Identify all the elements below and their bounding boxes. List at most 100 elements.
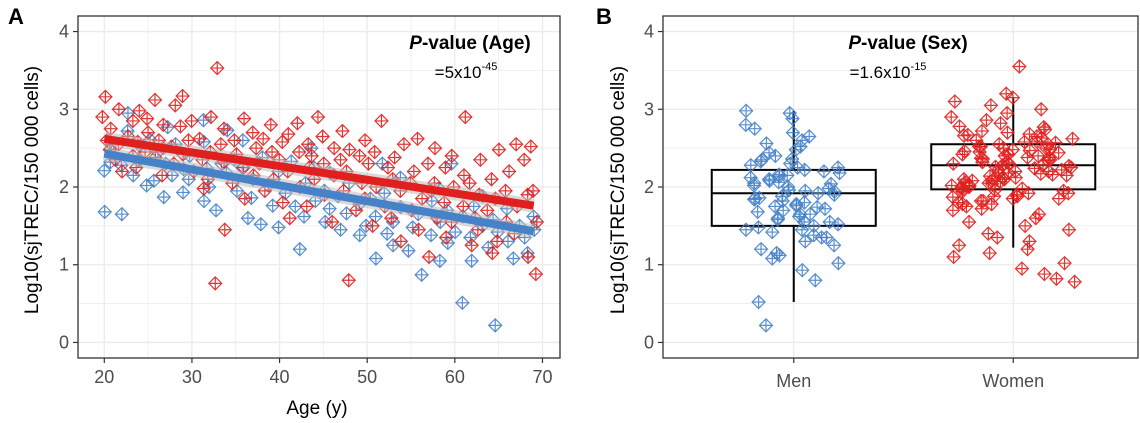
panel-b-point-women (1061, 158, 1077, 174)
panel-a-point-men (240, 210, 256, 226)
panel-a-y-tick-label: 0 (59, 332, 69, 352)
panel-a-point-women (410, 131, 425, 147)
panel-a-point-women (275, 195, 291, 210)
panel-a-point-men (333, 222, 348, 238)
panel-b-point-women (980, 226, 996, 241)
panel-a-point-men (244, 190, 259, 206)
panel-a-point-women (95, 109, 110, 125)
panel-a-point-women (333, 152, 348, 168)
panel-b-point-women (1051, 145, 1066, 161)
panel-b-point-men (809, 199, 825, 215)
panel-a-point-women (456, 167, 472, 183)
panel-b-point-men (810, 185, 826, 201)
panel-b-point-women (1033, 101, 1049, 117)
panel-a-x-tick-label: 40 (270, 367, 290, 387)
panel-b-point-women (947, 94, 963, 109)
panel-a-point-women (489, 234, 505, 249)
panel-b-y-tick-label: 4 (644, 22, 654, 42)
panel-b-point-women (1022, 234, 1037, 249)
panel-b-x-tick-label: Women (982, 371, 1044, 391)
panel-b-point-women (955, 196, 970, 212)
panel-b-point-women (974, 123, 990, 139)
panel-a-point-women (374, 113, 389, 129)
panel-b-point-men (796, 195, 812, 210)
panel-a-point-men (385, 237, 401, 253)
panel-a-point-women (421, 249, 437, 265)
panel-a-point-men (352, 227, 368, 243)
panel-a-point-women (147, 92, 163, 108)
panel-a-pvalue-title: P-value (Age) (409, 33, 530, 54)
panel-b-point-women (1008, 170, 1024, 186)
panel-b-point-women (1051, 191, 1067, 207)
panel-a-point-men (423, 227, 439, 243)
panel-a-y-tick-label: 3 (59, 99, 69, 119)
panel-b-point-men (819, 230, 834, 245)
panel-b-point-women (1022, 143, 1038, 158)
panel-a-point-women (245, 125, 261, 140)
panel-b-point-men (797, 234, 813, 249)
panel-a-point-women (184, 113, 199, 129)
panel-b-point-women (1061, 222, 1077, 238)
panel-a-point-women (304, 148, 319, 164)
panel-b-point-men (823, 176, 839, 192)
panel-a-point-men (271, 220, 286, 235)
panel-b-pvalue-annotation: P-value (Sex) =1.6x10-15 (848, 33, 967, 82)
panel-b-point-women (1049, 271, 1064, 287)
panel-a-point-women (300, 136, 316, 152)
panel-b-point-men (747, 121, 763, 137)
panel-a-point-women (237, 191, 253, 207)
panel-a-point-women (248, 140, 264, 156)
panel-a-point-women (357, 133, 373, 148)
panel-a-pvalue-exponent: -45 (481, 61, 497, 73)
panel-b-point-women (964, 173, 980, 189)
panel-b-point-women (1067, 274, 1082, 290)
panel-a-pvalue-italic: P (409, 33, 422, 54)
panel-a-point-women (111, 101, 127, 117)
panel-b-point-women (1065, 131, 1080, 147)
panel-b-pvalue-value: =1.6x10-15 (850, 61, 927, 82)
panel-b-point-women (983, 98, 999, 113)
panel-b-y-tick-label: 3 (644, 99, 654, 119)
panel-a-point-women (367, 144, 383, 160)
panel-a-point-women (485, 245, 500, 261)
panel-b-point-men (817, 201, 833, 217)
panel-b-point-women (1022, 126, 1037, 142)
panel-a-point-women (274, 134, 290, 150)
panel-a-point-women (131, 103, 147, 119)
panel-b-point-women (989, 230, 1005, 245)
panel-a-point-women (387, 150, 402, 165)
panel-a-point-men (114, 206, 130, 222)
panel-a-y-tick-label: 1 (59, 255, 69, 275)
panel-a-point-women (203, 109, 219, 125)
panel-a-trend-line-women (103, 134, 535, 210)
panel-b-point-men (802, 206, 818, 222)
panel-b-point-men (764, 224, 780, 240)
panel-a-point-women (280, 126, 296, 142)
panel-b-point-men (743, 157, 759, 173)
panel-b-point-men (738, 103, 754, 119)
panel-b-point-women (946, 249, 961, 265)
panel-a-pvalue-rest: -value (Age) (422, 33, 531, 54)
panel-b-y-tick-label: 1 (644, 255, 654, 275)
panel-a-point-women (192, 131, 207, 147)
panel-b-point-women (1041, 150, 1057, 165)
panel-b-point-women (1037, 266, 1052, 282)
panel-a-point-women (352, 148, 367, 164)
panel-b-point-men (797, 162, 813, 178)
panel-a-point-women (523, 139, 539, 154)
panel-b-point-men (779, 167, 795, 183)
panel-b: B Men Women 0 1 2 3 4 Log10(sjTREC/150 000 cel… (596, 4, 1139, 391)
panel-a-point-women (175, 88, 190, 104)
panel-a-point-women (196, 181, 212, 196)
panel-b-letter: B (596, 4, 612, 29)
panel-a-point-women (217, 222, 233, 238)
panel-a-point-men (156, 189, 172, 205)
panel-a-point-women (282, 210, 298, 226)
panel-a-pvalue-prefix: =5x10 (435, 63, 482, 82)
panel-a-point-women (315, 129, 330, 144)
panel-b-point-women (986, 188, 1002, 204)
panel-a-point-women (310, 109, 326, 125)
panel-a-point-women (98, 89, 113, 105)
panel-b-y-tick-label: 2 (644, 177, 654, 197)
panel-a-point-women (342, 142, 357, 158)
